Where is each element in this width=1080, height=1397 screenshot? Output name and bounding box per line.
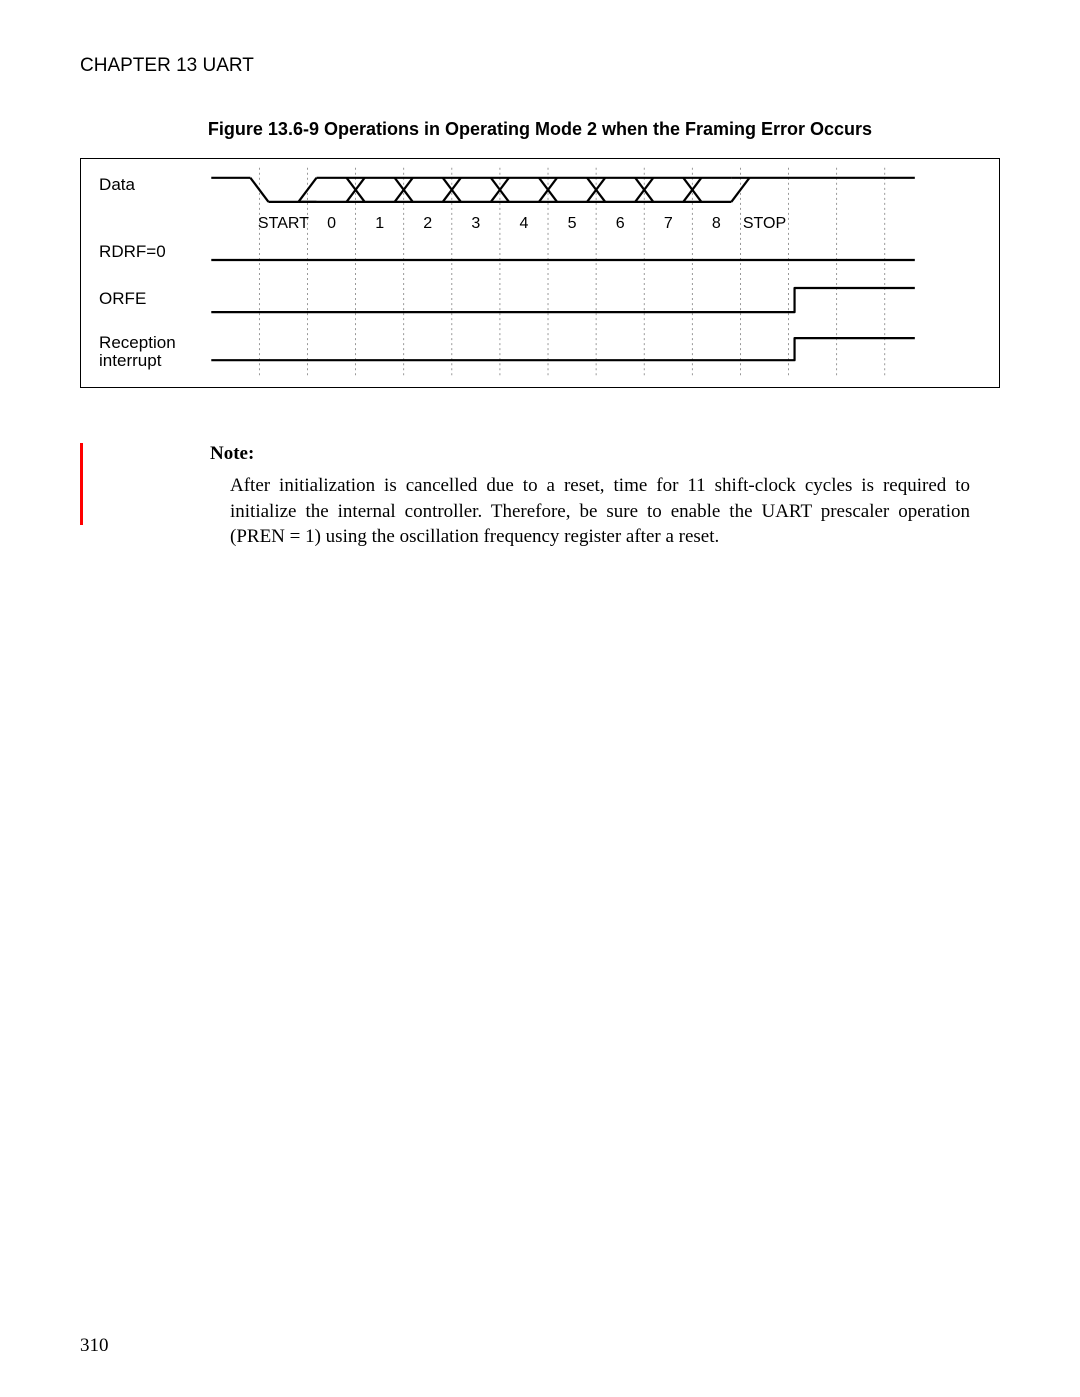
timing-svg: START 0 1 2 3 4 5 6 7 8 STOP Data RDRF=0 ORFE Receptio… <box>81 159 999 387</box>
svg-text:6: 6 <box>616 214 625 232</box>
svg-text:Reception: Reception <box>99 333 176 352</box>
svg-text:5: 5 <box>568 214 577 232</box>
svg-text:8: 8 <box>712 214 721 232</box>
figure-caption: Figure 13.6-9 Operations in Operating Mo… <box>80 119 1000 140</box>
svg-text:START: START <box>258 214 309 232</box>
svg-text:2: 2 <box>423 214 432 232</box>
page: CHAPTER 13 UART Figure 13.6-9 Operations… <box>0 0 1080 1397</box>
note-change-bar <box>80 443 83 525</box>
svg-text:interrupt: interrupt <box>99 351 162 370</box>
svg-text:3: 3 <box>471 214 480 232</box>
svg-text:Data: Data <box>99 175 135 194</box>
svg-text:ORFE: ORFE <box>99 289 146 308</box>
note-text: After initialization is cancelled due to… <box>210 473 970 550</box>
svg-text:RDRF=0: RDRF=0 <box>99 242 166 261</box>
note-block: Note: After initialization is cancelled … <box>80 443 1000 550</box>
svg-text:0: 0 <box>327 214 336 232</box>
svg-text:1: 1 <box>375 214 384 232</box>
timing-diagram: START 0 1 2 3 4 5 6 7 8 STOP Data RDRF=0 ORFE Receptio… <box>80 158 1000 388</box>
svg-text:4: 4 <box>520 214 529 232</box>
svg-text:STOP: STOP <box>743 214 786 232</box>
svg-text:7: 7 <box>664 214 673 232</box>
page-number: 310 <box>80 1335 109 1357</box>
chapter-header: CHAPTER 13 UART <box>80 55 1000 77</box>
note-label: Note: <box>210 443 970 465</box>
